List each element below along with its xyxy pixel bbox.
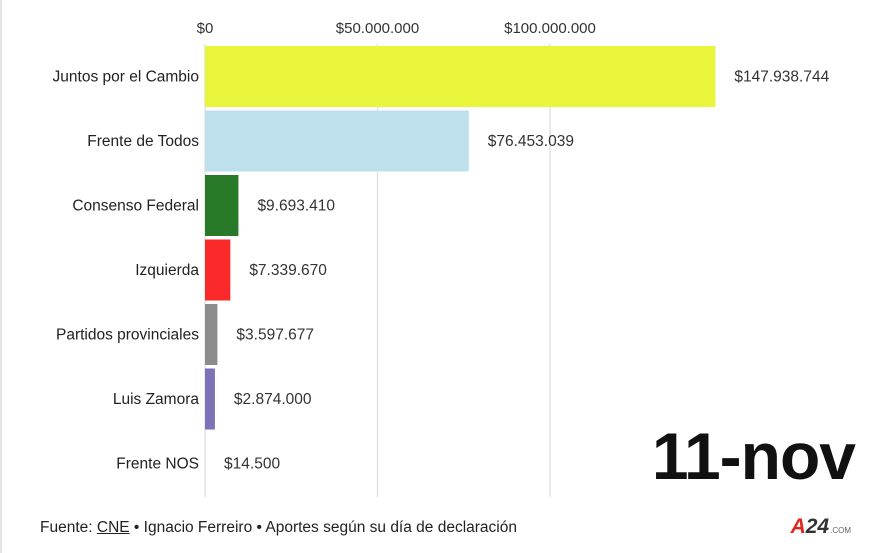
bar [205, 368, 215, 430]
x-tick-label: $100.000.000 [504, 20, 596, 37]
x-tick-label: $0 [197, 20, 214, 37]
category-label: Partidos provinciales [56, 327, 199, 344]
category-label: Luis Zamora [113, 391, 200, 408]
value-label: $14.500 [224, 456, 280, 473]
category-labels: Juntos por el Cambio Frente de Todos Conse… [53, 69, 200, 473]
source-link[interactable]: CNE [96, 519, 130, 536]
value-labels: $147.938.744 $76.453.039 $9.693.410 $7.339.… [224, 69, 830, 473]
logo-mark-rest: 24 [805, 515, 830, 538]
bar-chart: $0 $50.000.000 $100.000.000 Juntos por el … [53, 20, 830, 497]
value-label: $7.339.670 [249, 262, 327, 279]
date-stamp: 11-nov [651, 419, 856, 493]
value-label: $147.938.744 [734, 69, 829, 86]
category-label: Juntos por el Cambio [53, 69, 199, 86]
x-tick-label: $50.000.000 [336, 20, 419, 37]
category-label: Consenso Federal [72, 198, 199, 215]
x-axis-ticks: $0 $50.000.000 $100.000.000 [197, 20, 596, 37]
footer-rest: • Ignacio Ferreiro • Aportes según su dí… [129, 519, 517, 536]
bar [205, 304, 218, 365]
category-label: Frente de Todos [87, 133, 199, 150]
bar [205, 46, 716, 107]
bar [205, 175, 239, 236]
footer-prefix: Fuente: [40, 519, 97, 536]
value-label: $76.453.039 [488, 133, 574, 150]
footer-caption: Fuente: CNE • Ignacio Ferreiro • Aportes… [40, 519, 517, 537]
value-label: $9.693.410 [257, 198, 335, 215]
logo-suffix: .COM [830, 526, 851, 535]
logo-mark-a: A [790, 515, 806, 538]
bar [205, 239, 231, 301]
a24-logo: A 24 .COM [791, 515, 851, 539]
bars [205, 46, 716, 494]
value-label: $2.874.000 [234, 391, 312, 408]
value-label: $3.597.677 [236, 327, 314, 344]
category-label: Frente NOS [116, 456, 199, 473]
category-label: Izquierda [135, 262, 199, 279]
bar [205, 110, 469, 172]
